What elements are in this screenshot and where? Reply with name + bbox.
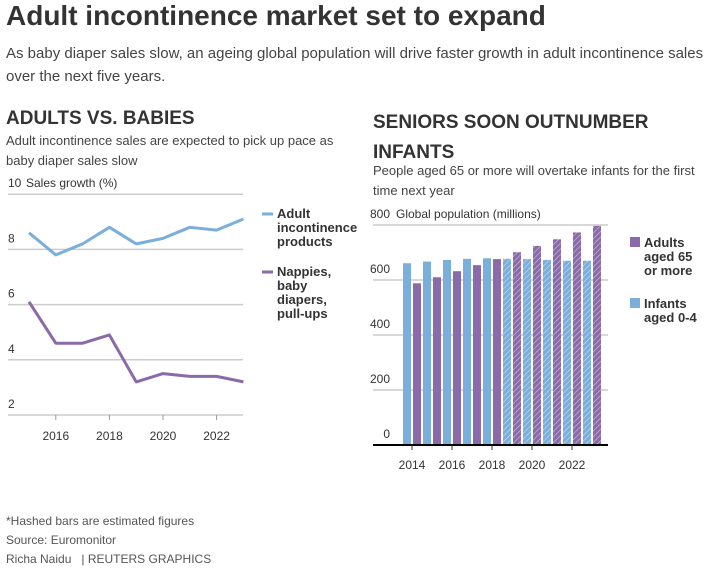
bar-infants-2023 [583, 260, 591, 445]
bar-chart: 0 200 400 600 800 Global population (millions… [370, 207, 698, 472]
legend-label: Adults aged 65 or more [644, 235, 692, 278]
bar-adults-2016 [453, 271, 461, 445]
y-tick-label: 6 [8, 287, 15, 301]
bar-adults-2023 [593, 225, 601, 445]
legend-label: Adult incontinence products [277, 206, 357, 249]
x-tick-label: 2016 [439, 458, 466, 472]
y-tick-label: 800 [370, 207, 390, 221]
legend-swatch [630, 237, 640, 247]
y-tick-label: 2 [8, 397, 15, 411]
bar-adults-2014 [413, 283, 421, 445]
y-tick-label: 10 [8, 176, 22, 190]
bar-adults-2021 [553, 239, 561, 445]
bar-adults-2018 [493, 259, 501, 445]
x-tick-label: 2016 [42, 429, 69, 443]
y-tick-label: 400 [370, 317, 390, 331]
y-tick-label: 200 [370, 372, 390, 386]
x-tick-label: 2020 [519, 458, 546, 472]
bar-infants-2015 [423, 261, 431, 445]
x-tick-label: 2018 [479, 458, 506, 472]
bar-infants-2019 [503, 258, 511, 445]
bar-adults-2020 [533, 245, 541, 445]
legend-label: Infants aged 0-4 [644, 296, 698, 325]
bar-adults-2015 [433, 277, 441, 445]
x-tick-label: 2022 [559, 458, 586, 472]
right-chart-subtitle: People aged 65 or more will overtake inf… [373, 163, 695, 198]
author: Richa Naidu [6, 552, 72, 566]
bar-infants-2014 [403, 263, 411, 445]
bar-infants-2016 [443, 259, 451, 445]
y-axis-label: Sales growth (%) [26, 176, 117, 190]
bar-infants-2018 [483, 258, 491, 445]
y-tick-label: 4 [8, 342, 15, 356]
page-subtitle: As baby diaper sales slow, an ageing glo… [6, 45, 704, 85]
bar-adults-2019 [513, 252, 521, 445]
credit: Richa Naidu | REUTERS GRAPHICS [6, 552, 211, 566]
source: Source: Euromonitor [6, 533, 117, 547]
x-tick-label: 2020 [150, 429, 177, 443]
line-series-0 [28, 217, 244, 257]
bar-infants-2020 [523, 259, 531, 445]
x-tick-label: 2018 [96, 429, 123, 443]
brand: | REUTERS GRAPHICS [81, 552, 212, 566]
line-chart: 2 4 6 8 10 Sales growth (%) 2016 2018 2020 2022 Ad… [8, 176, 357, 443]
left-chart-subtitle: Adult incontinence sales are expected to… [6, 133, 334, 168]
bar-infants-2017 [463, 258, 471, 445]
bar-infants-2021 [543, 259, 551, 445]
line-series-1 [27, 301, 244, 384]
x-tick-label: 2022 [203, 429, 230, 443]
x-tick-label: 2014 [399, 458, 426, 472]
footnote: *Hashed bars are estimated figures [6, 514, 195, 528]
legend-swatch [630, 298, 640, 308]
y-tick-label: 600 [370, 262, 390, 276]
y-axis-label: Global population (millions) [396, 207, 541, 221]
right-chart-title: SENIORS SOON OUTNUMBER INFANTS [373, 112, 649, 163]
legend-label: Nappies, baby diapers, pull-ups [277, 264, 331, 321]
bar-adults-2022 [573, 232, 581, 445]
bar-infants-2022 [563, 260, 571, 445]
y-tick-label: 0 [383, 427, 390, 441]
left-chart-title: ADULTS VS. BABIES [6, 108, 195, 129]
y-tick-label: 8 [8, 231, 15, 245]
page-title: Adult incontinence market set to expand [6, 0, 546, 31]
bar-adults-2017 [473, 265, 481, 445]
